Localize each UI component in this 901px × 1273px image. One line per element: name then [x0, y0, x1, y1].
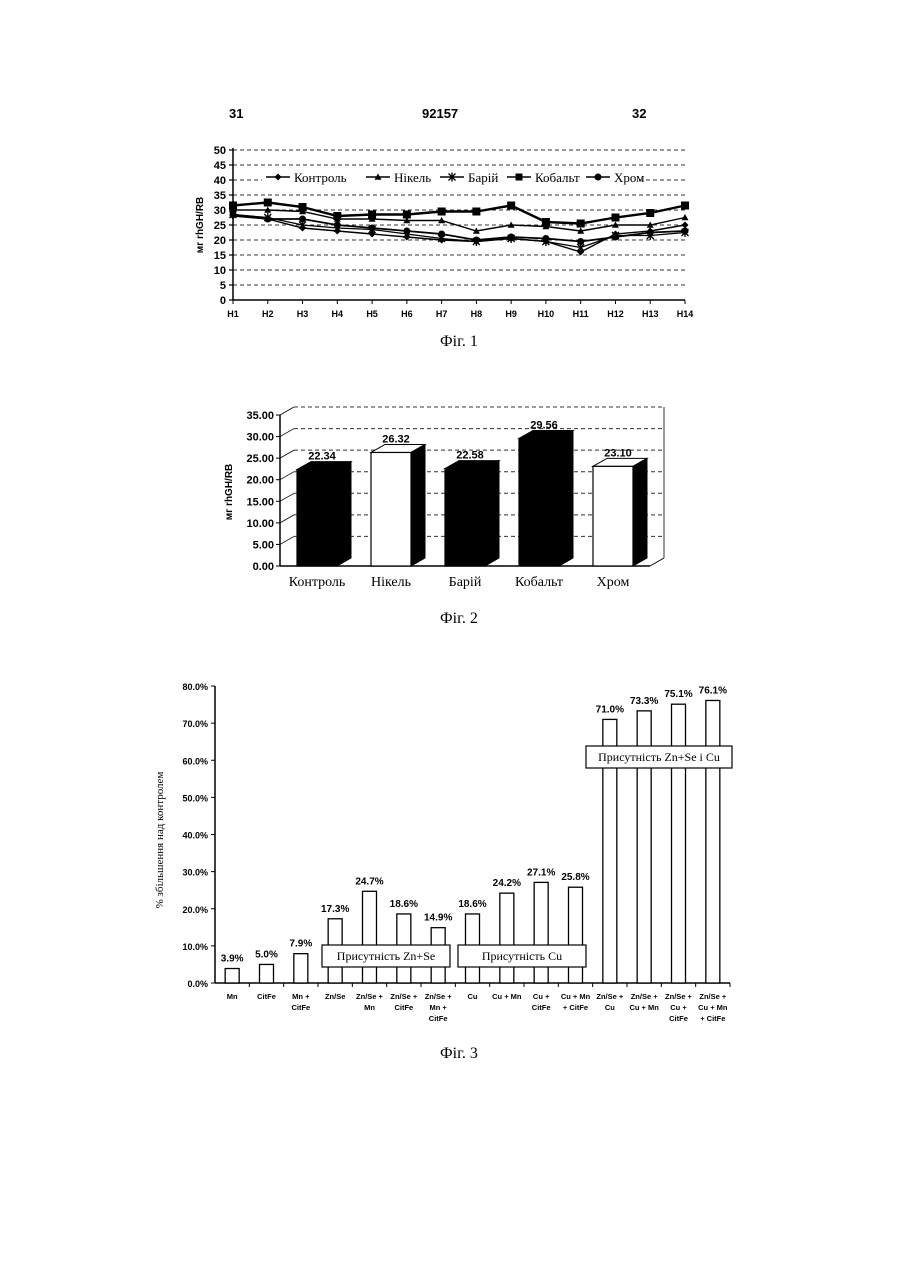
x-tick-label: Zn/Se + — [665, 992, 693, 1001]
x-tick-label: CitFe — [394, 1003, 413, 1012]
x-tick-label: Mn — [364, 1003, 375, 1012]
x-tick-label: Zn/Se + — [356, 992, 384, 1001]
x-tick-label: Cu + — [533, 992, 550, 1001]
bar-value-label: 18.6% — [458, 899, 486, 910]
bar-value-label: 27.1% — [527, 867, 555, 878]
bar — [534, 882, 548, 983]
bar-value-label: 71.0% — [596, 704, 624, 715]
bar-value-label: 24.7% — [355, 876, 383, 887]
bar-value-label: 76.1% — [699, 685, 727, 696]
x-tick-label: Cu + Mn — [629, 1003, 659, 1012]
x-tick-label: CitFe — [257, 992, 276, 1001]
bar-value-label: 75.1% — [664, 689, 692, 700]
x-tick-label: CitFe — [291, 1003, 310, 1012]
bar-value-label: 24.2% — [493, 878, 521, 889]
y-tick-label: 0.0% — [187, 979, 208, 989]
x-tick-label: Cu + Mn — [492, 992, 522, 1001]
x-tick-label: Zn/Se + — [390, 992, 418, 1001]
x-tick-label: Zn/Se + — [425, 992, 453, 1001]
x-tick-label: + CitFe — [563, 1003, 588, 1012]
x-tick-label: Cu — [468, 992, 478, 1001]
x-tick-label: Cu + Mn — [561, 992, 591, 1001]
bar — [225, 969, 239, 983]
x-tick-label: CitFe — [669, 1014, 688, 1023]
bar-value-label: 25.8% — [561, 872, 589, 883]
bar-value-label: 14.9% — [424, 913, 452, 924]
x-tick-label: Zn/Se + — [631, 992, 659, 1001]
bar-value-label: 5.0% — [255, 949, 278, 960]
x-tick-label: Cu — [605, 1003, 615, 1012]
bar — [363, 891, 377, 983]
x-tick-label: Cu + — [670, 1003, 687, 1012]
figure-3-caption: Фіг. 3 — [440, 1045, 478, 1063]
x-tick-label: CitFe — [532, 1003, 551, 1012]
annotation-label: Присутність Zn+Se і Cu — [598, 750, 720, 764]
annotation-label: Присутність Cu — [482, 949, 562, 963]
bar — [260, 964, 274, 983]
y-axis-label: % збільшення над контролем — [154, 772, 166, 909]
x-tick-label: Zn/Se + — [699, 992, 727, 1001]
annotation-label: Присутність Zn+Se — [337, 949, 435, 963]
bar-value-label: 7.9% — [289, 939, 312, 950]
x-tick-label: + CitFe — [700, 1014, 725, 1023]
y-tick-label: 20.0% — [182, 905, 208, 915]
x-tick-label: Mn — [227, 992, 238, 1001]
x-tick-label: Cu + Mn — [698, 1003, 728, 1012]
bar-value-label: 18.6% — [390, 899, 418, 910]
bar — [706, 700, 720, 983]
y-tick-label: 10.0% — [182, 942, 208, 952]
y-tick-label: 50.0% — [182, 793, 208, 803]
bar — [569, 887, 583, 983]
bar-value-label: 3.9% — [221, 954, 244, 965]
bar-value-label: 17.3% — [321, 904, 349, 915]
y-tick-label: 80.0% — [182, 682, 208, 692]
x-tick-label: Mn + — [292, 992, 310, 1001]
x-tick-label: Mn + — [430, 1003, 448, 1012]
figure-2-caption: Фіг. 2 — [440, 610, 478, 628]
y-tick-label: 60.0% — [182, 756, 208, 766]
bar — [500, 893, 514, 983]
x-tick-label: Zn/Se — [325, 992, 345, 1001]
y-tick-label: 40.0% — [182, 831, 208, 841]
x-tick-label: Zn/Se + — [596, 992, 624, 1001]
y-tick-label: 30.0% — [182, 868, 208, 878]
bar — [294, 954, 308, 983]
y-tick-label: 70.0% — [182, 719, 208, 729]
figure-1-caption: Фіг. 1 — [440, 333, 478, 351]
x-tick-label: CitFe — [429, 1014, 448, 1023]
bar-value-label: 73.3% — [630, 696, 658, 707]
